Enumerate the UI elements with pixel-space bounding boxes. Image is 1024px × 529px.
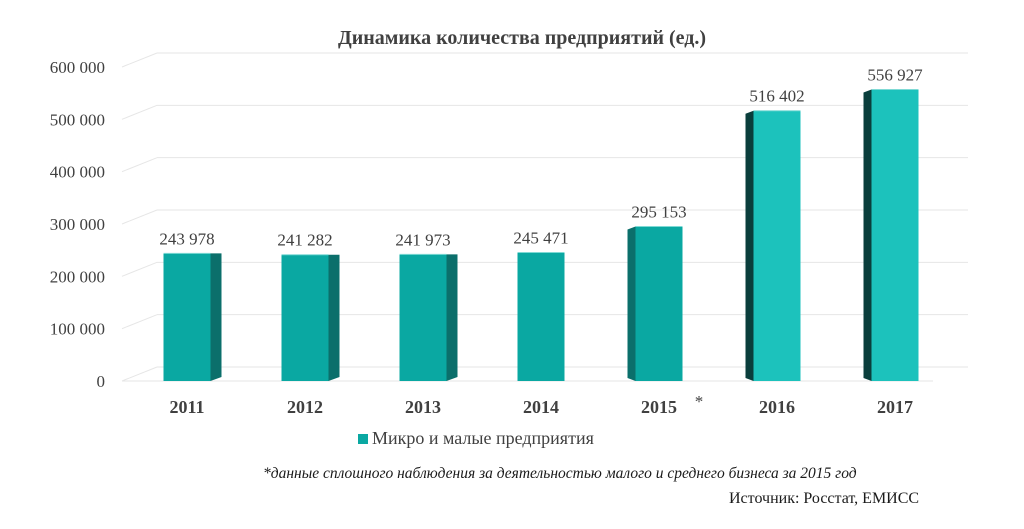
bars: 243 978 241 282 241 973 245 471 295 153 516 4… [159, 66, 923, 381]
legend: Микро и малые предприятия [358, 428, 594, 448]
data-label: 245 471 [513, 229, 568, 248]
y-tick-label: 500 000 [50, 110, 105, 129]
bar-2017 [863, 89, 919, 381]
bar-2011 [163, 252, 222, 381]
gridline-depth [121, 157, 158, 173]
bar-2013 [399, 253, 458, 381]
data-label: 241 973 [395, 230, 450, 249]
bar-face [753, 110, 801, 381]
y-tick-label: 100 000 [50, 320, 105, 339]
bar-face [871, 89, 919, 381]
bar-face [399, 254, 447, 381]
x-tick-label: 2012 [287, 397, 323, 417]
gridline-depth [121, 366, 158, 382]
y-axis: 0 100 000 200 000 300 000 400 000 500 000 600 … [50, 58, 105, 391]
data-label: 516 402 [749, 87, 804, 106]
bar-2015 [627, 226, 683, 381]
bar-face [635, 226, 683, 381]
bar-side [745, 110, 754, 381]
x-axis: 2011 2012 2013 2014 2015 * 2016 2017 [169, 392, 913, 417]
chart-title: Динамика количества предприятий (ед.) [338, 27, 706, 49]
x-tick-label: 2016 [759, 397, 795, 417]
x-tick-label: 2013 [405, 397, 441, 417]
gridline-depth [121, 314, 158, 330]
category-marker: * [695, 392, 704, 411]
bar-face [281, 254, 329, 381]
bar-side [210, 253, 222, 381]
footnote: *данные сплошного наблюдения за деятельн… [263, 465, 857, 482]
bar-2012 [281, 254, 340, 381]
bar-side [863, 89, 872, 381]
y-tick-label: 0 [97, 372, 106, 391]
x-tick-label: 2014 [523, 397, 559, 417]
bar-2014 [517, 252, 565, 381]
source-text: Источник: Росстат, ЕМИСС [729, 490, 919, 507]
gridline-depth [121, 52, 158, 68]
data-label: 556 927 [867, 66, 923, 85]
bar-side [627, 226, 636, 381]
x-tick-label: 2017 [877, 397, 913, 417]
bar-side [446, 254, 458, 381]
gridline-depth [121, 209, 158, 225]
gridline-depth [121, 104, 158, 120]
y-tick-label: 600 000 [50, 58, 105, 77]
x-tick-label: 2015 [641, 397, 677, 417]
y-tick-label: 200 000 [50, 267, 105, 286]
y-tick-label: 300 000 [50, 215, 105, 234]
bar-side [328, 254, 340, 381]
gridline-depth [121, 261, 158, 277]
data-label: 243 978 [159, 229, 214, 248]
y-tick-label: 400 000 [50, 163, 105, 182]
bar-face [163, 253, 211, 381]
bar-2016 [745, 110, 801, 381]
x-tick-label: 2011 [169, 397, 204, 417]
data-label: 295 153 [631, 203, 686, 222]
bar-face [517, 252, 565, 381]
legend-swatch [358, 434, 368, 444]
legend-label: Микро и малые предприятия [372, 428, 594, 448]
data-label: 241 282 [277, 231, 332, 250]
